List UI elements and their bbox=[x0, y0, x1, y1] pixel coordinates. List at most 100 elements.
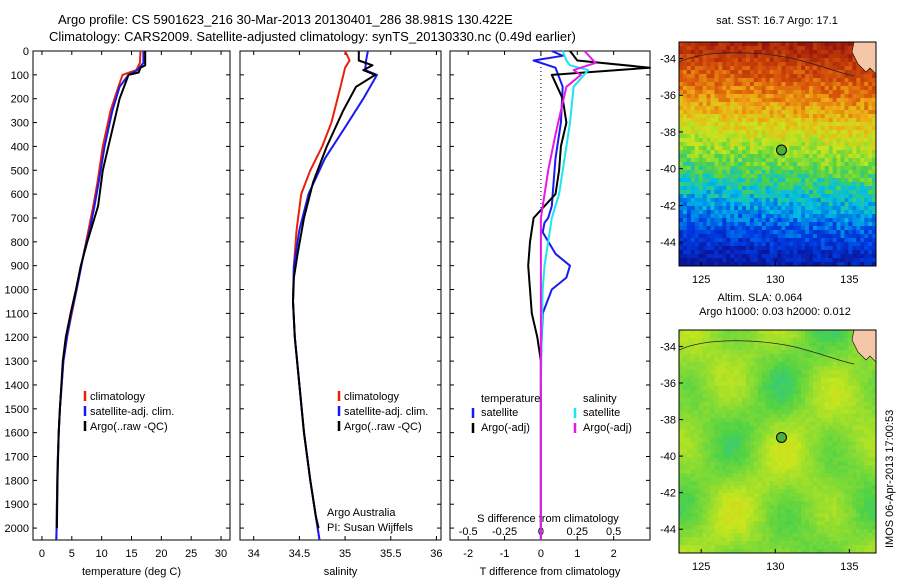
map-cell bbox=[824, 138, 830, 143]
map-cell bbox=[793, 337, 798, 343]
map-cell bbox=[753, 465, 759, 470]
map-cell bbox=[757, 222, 763, 227]
map-cell bbox=[742, 150, 747, 155]
map-cell bbox=[718, 369, 723, 375]
map-cell bbox=[844, 393, 850, 399]
map-cell bbox=[690, 154, 696, 159]
map-cell bbox=[793, 162, 798, 167]
map-cell bbox=[690, 134, 696, 139]
map-cell bbox=[690, 481, 696, 486]
map-cell bbox=[848, 158, 853, 163]
map-cell bbox=[828, 473, 834, 478]
map-cell bbox=[848, 461, 853, 466]
map-cell bbox=[805, 409, 810, 415]
map-cell bbox=[828, 50, 834, 55]
map-cell bbox=[844, 333, 850, 339]
map-cell bbox=[801, 413, 806, 419]
map-cell bbox=[730, 409, 735, 415]
map-cell bbox=[872, 425, 876, 431]
map-cell bbox=[793, 190, 798, 195]
map-cell bbox=[694, 345, 700, 351]
map-cell bbox=[793, 178, 798, 183]
map-cell bbox=[809, 345, 814, 351]
y-tick-label: 1200 bbox=[5, 332, 29, 344]
map-cell bbox=[801, 469, 806, 474]
map-cell bbox=[714, 254, 719, 259]
map-cell bbox=[765, 58, 771, 63]
map-cell bbox=[698, 357, 704, 363]
map-cell bbox=[785, 258, 790, 263]
map-cell bbox=[769, 146, 775, 151]
map-cell bbox=[809, 449, 814, 455]
map-cell bbox=[844, 457, 850, 463]
map-cell bbox=[753, 130, 759, 135]
map-cell bbox=[864, 222, 869, 227]
map-cell bbox=[749, 461, 755, 466]
map-cell bbox=[852, 445, 857, 451]
map-cell bbox=[773, 70, 779, 75]
map-cell bbox=[722, 425, 727, 431]
map-cell bbox=[824, 437, 830, 443]
map-cell bbox=[686, 58, 692, 63]
map-cell bbox=[742, 242, 747, 247]
map-cell bbox=[844, 397, 850, 403]
map-cell bbox=[722, 146, 727, 151]
map-cell bbox=[749, 102, 755, 107]
map-cell bbox=[828, 202, 834, 207]
map-cell bbox=[686, 421, 692, 427]
map-cell bbox=[781, 62, 786, 67]
map-cell bbox=[797, 106, 802, 111]
map-cell bbox=[824, 361, 830, 367]
map-cell bbox=[864, 178, 869, 183]
map-cell bbox=[702, 186, 708, 191]
map-cell bbox=[710, 58, 716, 63]
map-cell bbox=[765, 62, 771, 67]
map-cell bbox=[832, 154, 838, 159]
map-cell bbox=[840, 341, 846, 347]
map-cell bbox=[844, 461, 850, 466]
map-cell bbox=[793, 182, 798, 187]
map-cell bbox=[860, 449, 865, 455]
map-cell bbox=[860, 381, 865, 387]
map-cell bbox=[860, 389, 865, 395]
map-cell bbox=[793, 154, 798, 159]
map-cell bbox=[844, 234, 850, 239]
map-cell bbox=[753, 98, 759, 103]
top-tick-label: -0.5 bbox=[459, 526, 478, 538]
map-cell bbox=[749, 369, 755, 375]
map-cell bbox=[820, 90, 826, 95]
map-cell bbox=[832, 206, 838, 211]
map-cell bbox=[702, 242, 708, 247]
map-cell bbox=[749, 409, 755, 415]
map-cell bbox=[686, 353, 692, 359]
map-cell bbox=[836, 445, 842, 451]
map-cell bbox=[781, 421, 786, 427]
map-cell bbox=[785, 246, 790, 251]
map-cell bbox=[812, 457, 818, 463]
map-cell bbox=[702, 262, 708, 266]
map-cell bbox=[730, 349, 735, 355]
y-tick-label: 2000 bbox=[5, 523, 29, 535]
map-cell bbox=[749, 218, 755, 223]
map-cell bbox=[805, 477, 810, 482]
map-cell bbox=[805, 206, 810, 211]
map-cell bbox=[730, 54, 735, 59]
top-tick-label: 0.5 bbox=[606, 526, 621, 538]
map-cell bbox=[734, 365, 739, 371]
map-cell bbox=[714, 70, 719, 75]
map-cell bbox=[686, 345, 692, 351]
map-cell bbox=[840, 393, 846, 399]
map-cell bbox=[753, 457, 759, 463]
map-cell bbox=[706, 393, 712, 399]
map-cell bbox=[797, 114, 802, 119]
map-cell bbox=[679, 369, 684, 375]
map-cell bbox=[679, 254, 684, 259]
map-cell bbox=[753, 126, 759, 131]
map-cell bbox=[718, 433, 723, 439]
map-cell bbox=[785, 166, 790, 171]
map-cell bbox=[706, 62, 712, 67]
map-cell bbox=[860, 194, 865, 199]
map-cell bbox=[777, 166, 783, 171]
map-cell bbox=[753, 94, 759, 99]
map-cell bbox=[852, 437, 857, 443]
